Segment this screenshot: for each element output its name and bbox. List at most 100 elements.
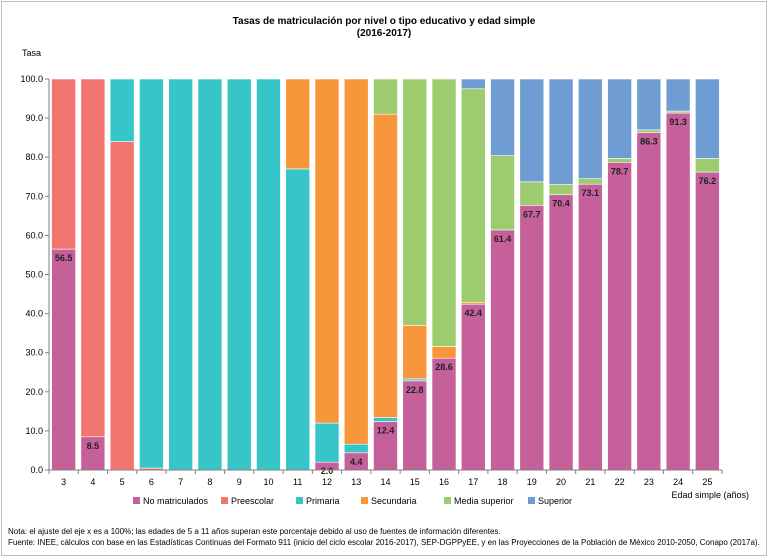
bar-segment [343, 443, 369, 454]
bar-segment [80, 78, 106, 438]
source-note: Fuente: INEE, cálculos con base en las E… [8, 538, 760, 547]
chart-title-main: Tasas de matriculación por nivel o tipo … [232, 16, 536, 27]
bar-segment [460, 78, 486, 90]
bar-segment [431, 346, 457, 359]
bar-segment [490, 155, 515, 231]
x-tick-label: 22 [615, 477, 625, 487]
bar-segment [578, 178, 603, 185]
bar-segment [548, 194, 574, 471]
x-tick-label: 16 [439, 477, 449, 487]
x-tick-label: 23 [644, 477, 654, 487]
bar-segment [314, 78, 340, 424]
data-label: 67.7 [523, 209, 541, 219]
y-tick-label: 80.0 [25, 152, 43, 162]
bar-segment [431, 78, 457, 347]
x-tick-label: 21 [585, 477, 595, 487]
y-tick-label: 40.0 [25, 309, 43, 319]
data-label: 12.4 [377, 426, 395, 436]
bar-segment [460, 88, 486, 303]
y-tick-label: 100.0 [20, 74, 43, 84]
data-label: 76.2 [699, 176, 717, 186]
data-label: 61.4 [494, 234, 512, 244]
legend-swatch [133, 497, 140, 504]
data-label: 73.1 [582, 188, 600, 198]
x-tick-label: 8 [207, 477, 212, 487]
y-tick-label: 30.0 [25, 348, 43, 358]
data-label: 2.0 [321, 466, 334, 476]
bar-segment [51, 248, 76, 471]
bar-segment [109, 141, 135, 471]
legend-swatch [361, 497, 368, 504]
bar-segment [548, 184, 574, 196]
legend-label: Superior [538, 496, 572, 506]
data-label: 91.3 [669, 117, 687, 127]
data-label: 8.5 [87, 441, 100, 451]
x-tick-label: 9 [237, 477, 242, 487]
x-tick-label: 3 [61, 477, 66, 487]
data-label: 56.5 [55, 253, 73, 263]
x-tick-label: 15 [410, 477, 420, 487]
bar-segment [490, 78, 515, 156]
y-tick-label: 10.0 [25, 426, 43, 436]
bar-segment [695, 158, 720, 173]
y-tick-label: 0.0 [30, 465, 43, 475]
legend-label: Secundaria [371, 496, 417, 506]
x-tick-label: 7 [178, 477, 183, 487]
y-axis-label: Tasa [22, 48, 41, 58]
x-tick-label: 18 [498, 477, 508, 487]
bar-segment [578, 183, 603, 471]
y-tick-label: 70.0 [25, 191, 43, 201]
bar-segment [636, 78, 662, 131]
legend-label: Preescolar [231, 496, 274, 506]
data-label: 70.4 [552, 199, 570, 209]
legend-swatch [296, 497, 303, 504]
x-tick-label: 13 [351, 477, 361, 487]
bar-segment [373, 78, 398, 115]
x-tick-label: 20 [556, 477, 566, 487]
bar-segment [285, 168, 311, 471]
data-label: 42.4 [465, 308, 483, 318]
x-tick-label: 12 [322, 477, 332, 487]
bar-segment [519, 204, 545, 471]
bar-segment [607, 158, 632, 163]
bar-segment [197, 78, 223, 471]
chart-title: Tasas de matriculación por nivel o tipo … [0, 16, 768, 40]
footnote: Nota: el ajuste del eje x es a 100%; las… [8, 527, 501, 536]
bar-segment [109, 78, 135, 142]
bar-segment [665, 78, 691, 112]
bar-segment [665, 112, 691, 471]
bar-segment [607, 78, 632, 159]
x-tick-label: 6 [149, 477, 154, 487]
bar-segment [402, 78, 428, 326]
bar-segment [343, 78, 369, 445]
bar-segment [548, 78, 574, 185]
x-tick-label: 19 [527, 477, 537, 487]
x-axis-label: Edad simple (años) [671, 490, 749, 500]
y-tick-label: 50.0 [25, 270, 43, 280]
bar-segment [519, 181, 545, 206]
bar-segment [51, 78, 76, 250]
legend-swatch [221, 497, 228, 504]
bar-segment [695, 78, 720, 159]
x-tick-label: 11 [293, 477, 302, 487]
bar-segment [636, 129, 662, 133]
data-label: 22.8 [406, 385, 424, 395]
bar-segment [285, 78, 311, 170]
bar-segment [373, 417, 398, 422]
bar-segment [607, 161, 632, 471]
data-label: 78.7 [611, 166, 629, 176]
bar-segment [578, 78, 603, 180]
bar-segment [490, 229, 515, 471]
bar-segment [431, 357, 457, 471]
legend-swatch [444, 497, 451, 504]
legend-swatch [528, 497, 535, 504]
legend-label: Media superior [454, 496, 514, 506]
data-label: 4.4 [350, 457, 363, 467]
bar-segment [256, 78, 281, 471]
bar-segment [695, 171, 720, 471]
bar-segment [314, 422, 340, 463]
chart-subtitle: (2016-2017) [356, 28, 412, 39]
x-tick-label: 10 [263, 477, 273, 487]
